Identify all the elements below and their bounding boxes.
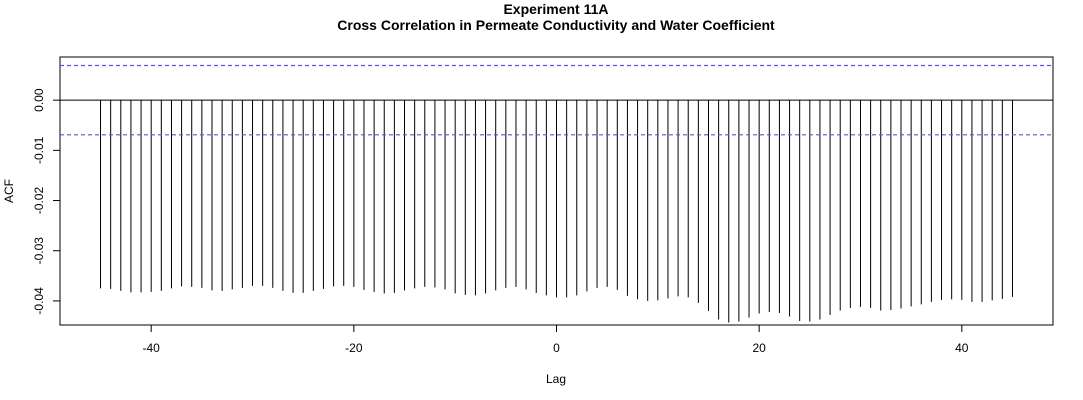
x-tick-label: -20 bbox=[345, 341, 363, 355]
y-axis-label: ACF bbox=[2, 179, 16, 203]
chart-subtitle: Cross Correlation in Permeate Conductivi… bbox=[337, 17, 775, 33]
x-tick-label: 20 bbox=[752, 341, 766, 355]
chart-title: Experiment 11A bbox=[503, 1, 608, 17]
x-tick-label: -40 bbox=[143, 341, 161, 355]
y-tick-label: -0.01 bbox=[32, 136, 46, 164]
y-tick-label: -0.03 bbox=[32, 237, 46, 265]
y-axis: 0.00 -0.01 -0.02 -0.03 -0.04 bbox=[32, 88, 60, 315]
x-tick-label: 0 bbox=[553, 341, 560, 355]
x-axis-label: Lag bbox=[546, 372, 566, 386]
x-axis: -40 -20 0 20 40 bbox=[143, 325, 969, 355]
x-tick-label: 40 bbox=[955, 341, 969, 355]
y-tick-label: -0.02 bbox=[32, 187, 46, 215]
y-tick-label: -0.04 bbox=[32, 287, 46, 315]
y-tick-label: 0.00 bbox=[32, 88, 46, 112]
acf-bars bbox=[100, 100, 1013, 323]
